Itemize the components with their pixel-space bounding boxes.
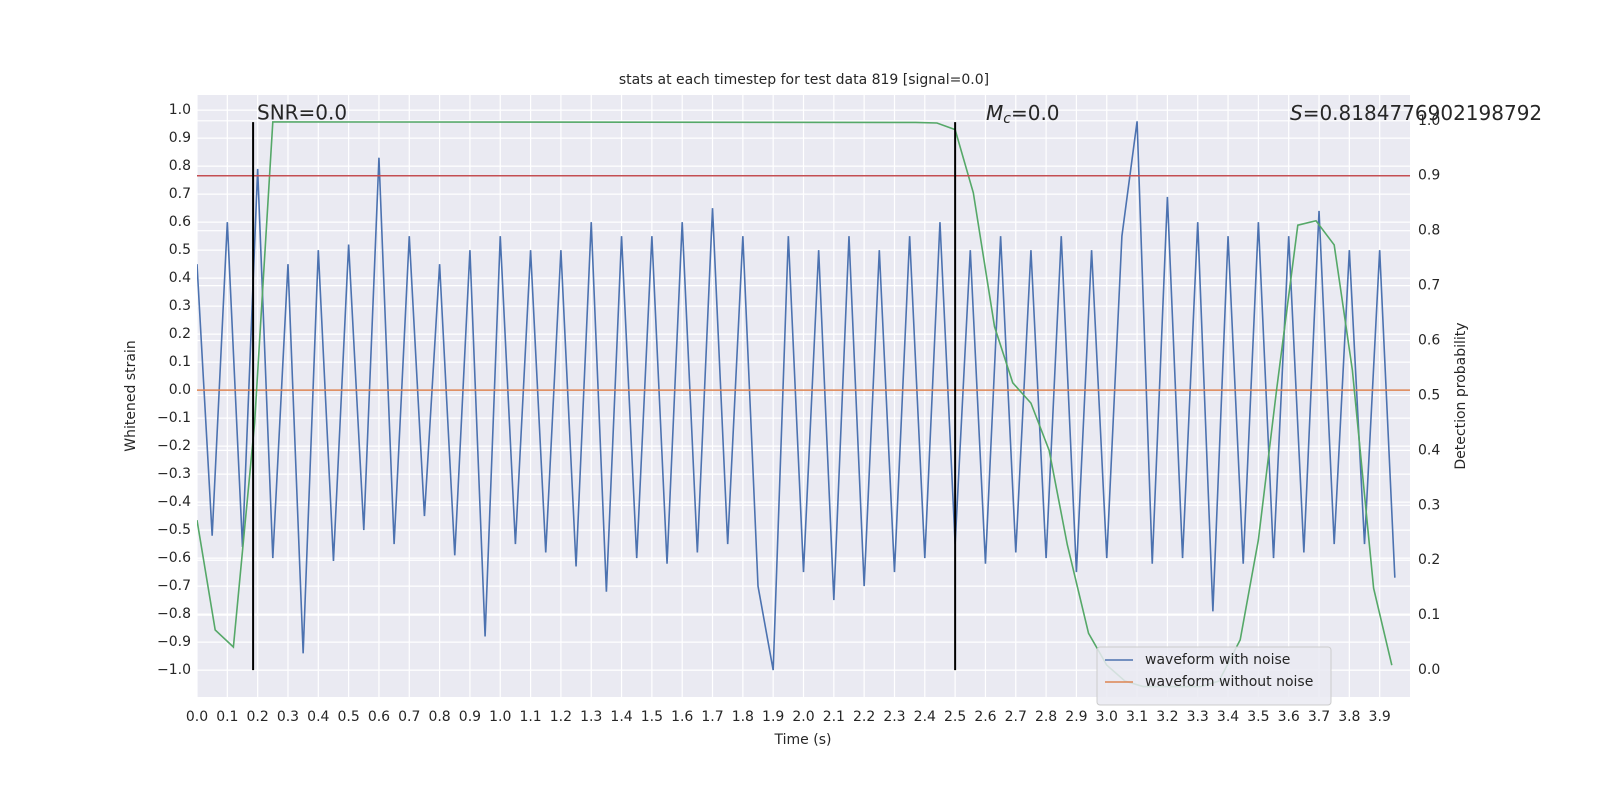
s-annotation: S=0.8184776902198792 [1290, 101, 1542, 125]
x-tick-label: 3.5 [1247, 709, 1269, 725]
x-tick-label: 1.5 [641, 709, 663, 725]
chart-title: stats at each timestep for test data 819… [619, 72, 989, 88]
x-tick-label: 2.6 [974, 709, 996, 725]
y-tick-label: 0.2 [169, 326, 191, 342]
x-tick-label: 2.8 [1035, 709, 1057, 725]
y-tick-label: 0.3 [169, 298, 191, 314]
x-tick-label: 1.1 [519, 709, 541, 725]
x-tick-label: 2.0 [792, 709, 814, 725]
x-tick-label: 0.0 [186, 709, 208, 725]
plot [197, 121, 1410, 688]
x-tick-label: 2.1 [823, 709, 845, 725]
x-tick-label: 0.6 [368, 709, 390, 725]
x-tick-label: 2.9 [1065, 709, 1087, 725]
y-tick-label: −0.3 [157, 466, 191, 482]
y2-tick-label: 0.3 [1418, 497, 1440, 513]
x-tick-label: 1.6 [671, 709, 693, 725]
x-tick-label: 1.2 [550, 709, 572, 725]
y-tick-label: 1.0 [169, 102, 191, 118]
x-tick-label: 3.6 [1278, 709, 1300, 725]
mc-subscript: c [1003, 111, 1011, 127]
mc-symbol: M [986, 101, 1003, 125]
y-tick-label: 0.1 [169, 354, 191, 370]
x-tick-label: 3.0 [1096, 709, 1118, 725]
y2-tick-label: 0.7 [1418, 278, 1440, 294]
snr-annotation: SNR=0.0 [257, 101, 347, 125]
y-axis-label: Whitened strain [123, 340, 139, 451]
y-tick-label: −0.8 [157, 606, 191, 622]
x-tick-label: 3.8 [1338, 709, 1360, 725]
x-tick-label: 2.3 [883, 709, 905, 725]
x-tick-label: 0.9 [459, 709, 481, 725]
x-tick-label: 3.4 [1217, 709, 1239, 725]
x-axis-label: Time (s) [774, 732, 832, 748]
y-tick-label: −0.7 [157, 578, 191, 594]
y-tick-label: −0.6 [157, 550, 191, 566]
x-tick-label: 1.8 [732, 709, 754, 725]
y-tick-label: −0.5 [157, 522, 191, 538]
y-tick-label: 0.6 [169, 214, 191, 230]
x-tick-label: 2.4 [914, 709, 936, 725]
x-tick-label: 0.1 [216, 709, 238, 725]
y2-tick-label: 0.0 [1418, 662, 1440, 678]
y2-tick-label: 0.4 [1418, 442, 1440, 458]
y2-tick-label: 0.6 [1418, 333, 1440, 349]
y2-tick-label: 1.0 [1418, 113, 1440, 129]
y-tick-label: 0.4 [169, 270, 191, 286]
x-tick-label: 1.7 [701, 709, 723, 725]
y2-tick-label: 0.2 [1418, 552, 1440, 568]
s-text: =0.8184776902198792 [1303, 101, 1542, 125]
x-tick-label: 3.3 [1187, 709, 1209, 725]
x-tick-label: 0.7 [398, 709, 420, 725]
x-tick-label: 1.0 [489, 709, 511, 725]
mc-text: =0.0 [1011, 101, 1060, 125]
grid [196, 95, 1410, 697]
x-tick-label: 0.4 [307, 709, 329, 725]
x-tick-label: 3.2 [1156, 709, 1178, 725]
y-tick-label: 0.0 [169, 382, 191, 398]
y-tick-label: 0.5 [169, 242, 191, 258]
legend-label: waveform with noise [1145, 652, 1290, 668]
x-tick-label: 3.1 [1126, 709, 1148, 725]
x-tick-label: 2.2 [853, 709, 875, 725]
x-tick-label: 3.9 [1369, 709, 1391, 725]
y2-tick-label: 0.8 [1418, 223, 1440, 239]
y-tick-label: −0.9 [157, 634, 191, 650]
y-tick-label: −0.4 [157, 494, 191, 510]
y-tick-label: 0.9 [169, 130, 191, 146]
legend: waveform with noise waveform without nois… [1096, 646, 1332, 706]
mc-annotation: Mc=0.0 [986, 101, 1060, 128]
x-tick-label: 1.9 [762, 709, 784, 725]
legend-label: waveform without noise [1145, 674, 1313, 690]
y-tick-label: −0.1 [157, 410, 191, 426]
x-tick-label: 0.5 [337, 709, 359, 725]
x-tick-label: 1.3 [580, 709, 602, 725]
x-tick-label: 0.2 [247, 709, 269, 725]
x-tick-label: 3.7 [1308, 709, 1330, 725]
y-tick-label: −1.0 [157, 662, 191, 678]
x-tick-label: 0.8 [428, 709, 450, 725]
y2-tick-label: 0.5 [1418, 387, 1440, 403]
y-tick-label: 0.7 [169, 186, 191, 202]
y2-tick-label: 0.9 [1418, 168, 1440, 184]
y-tick-label: 0.8 [169, 158, 191, 174]
s-symbol: S [1290, 101, 1303, 125]
x-tick-label: 2.7 [1005, 709, 1027, 725]
y-tick-label: −0.2 [157, 438, 191, 454]
y2-tick-label: 0.1 [1418, 607, 1440, 623]
y2-axis-label: Detection probability [1453, 322, 1469, 469]
x-tick-label: 2.5 [944, 709, 966, 725]
series-line [197, 121, 1396, 671]
x-tick-label: 0.3 [277, 709, 299, 725]
legend-box [1096, 646, 1332, 706]
x-tick-label: 1.4 [610, 709, 632, 725]
overlay [252, 122, 957, 671]
